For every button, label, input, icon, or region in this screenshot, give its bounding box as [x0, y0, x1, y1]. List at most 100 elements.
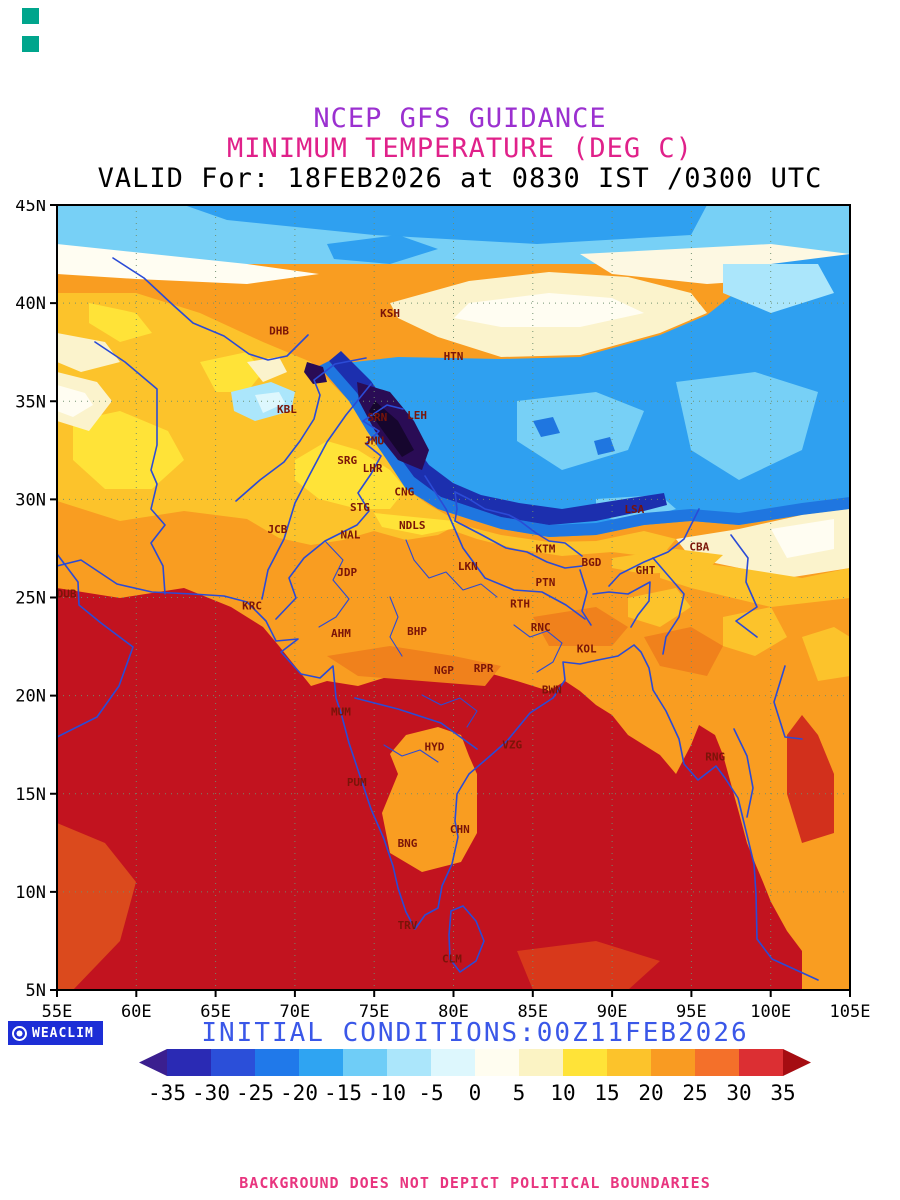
svg-text:PUM: PUM — [347, 776, 367, 789]
svg-text:100E: 100E — [750, 1002, 791, 1022]
svg-text:30N: 30N — [15, 490, 46, 510]
river-mekong — [773, 665, 803, 740]
svg-text:JCB: JCB — [268, 523, 288, 536]
svg-text:70E: 70E — [280, 1002, 311, 1022]
disclaimer-text: BACKGROUND DOES NOT DEPICT POLITICAL BOU… — [239, 1174, 711, 1192]
coastline-sri-lanka — [448, 905, 485, 973]
svg-text:BWN: BWN — [542, 684, 562, 697]
svg-text:80E: 80E — [438, 1002, 469, 1022]
svg-text:RPR: RPR — [474, 662, 494, 675]
svg-text:JMU: JMU — [364, 435, 384, 448]
svg-text:HTN: HTN — [444, 350, 464, 363]
map-plot: KSH HTN DHB KBL SRN LEH JMU SRG LHR CNG STG NDLS NAL… — [15, 200, 870, 1022]
svg-text:RNG: RNG — [705, 750, 725, 763]
chart-title: NCEP GFS GUIDANCE — [313, 103, 607, 134]
svg-text:CBA: CBA — [689, 540, 709, 553]
state-lines-5 — [421, 694, 478, 728]
svg-text:DUB: DUB — [57, 588, 77, 601]
state-lines-4 — [513, 624, 563, 673]
svg-text:105E: 105E — [830, 1002, 871, 1022]
svg-text:AHM: AHM — [331, 627, 351, 640]
coastline-arabia — [57, 553, 134, 738]
svg-text:HYD: HYD — [425, 741, 445, 754]
svg-text:SRG: SRG — [337, 454, 357, 467]
svg-text:CNG: CNG — [394, 486, 414, 499]
axis-layer: 5N 10N 15N 20N 25N 30N 35N 40N 45N 55E 60E 65E 70E 75… — [15, 200, 870, 1022]
svg-text:NAL: NAL — [340, 529, 360, 542]
svg-text:LHR: LHR — [363, 462, 383, 475]
weaclim-logo: WEACLIM — [8, 1021, 103, 1045]
river-godavari — [354, 697, 478, 750]
svg-text:KSH: KSH — [380, 307, 400, 320]
svg-text:MUM: MUM — [331, 705, 351, 718]
temperature-map: KSH HTN DHB KBL SRN LEH JMU SRG LHR CNG STG NDLS NAL… — [15, 200, 870, 1022]
svg-text:PTN: PTN — [536, 576, 556, 589]
svg-text:95E: 95E — [676, 1002, 707, 1022]
svg-text:VZG: VZG — [502, 739, 522, 752]
border-bangladesh-east — [592, 581, 651, 628]
river-ganga — [424, 475, 586, 620]
weaclim-logo-text: WEACLIM — [32, 1025, 94, 1041]
border-pak-india — [275, 404, 404, 620]
svg-text:90E: 90E — [597, 1002, 628, 1022]
weaclim-logo-icon — [12, 1025, 27, 1041]
svg-text:85E: 85E — [517, 1002, 548, 1022]
svg-text:NDLS: NDLS — [399, 519, 426, 532]
svg-text:CLM: CLM — [442, 953, 462, 966]
svg-text:BNG: BNG — [398, 837, 418, 850]
deco-square-bottom — [22, 36, 39, 52]
svg-text:75E: 75E — [359, 1002, 390, 1022]
svg-text:KBL: KBL — [277, 403, 297, 416]
svg-text:KRC: KRC — [242, 599, 262, 612]
colorbar-swatches — [139, 1049, 811, 1076]
svg-text:LSA: LSA — [624, 503, 644, 516]
svg-text:SRN: SRN — [367, 411, 387, 424]
colorbar-tick-labels: -35 -30 -25 -20 -15 -10 -5 0 5 10 15 20 25 30 35 — [148, 1081, 796, 1105]
svg-text:GHT: GHT — [635, 564, 655, 577]
valid-time-title: VALID For: 18FEB2026 at 0830 IST /0300 U… — [97, 163, 823, 194]
svg-text:NGP: NGP — [434, 664, 454, 677]
svg-text:LKN: LKN — [458, 560, 478, 573]
svg-text:KTM: KTM — [536, 542, 556, 555]
river-indus — [261, 383, 372, 600]
svg-text:CHN: CHN — [450, 823, 470, 836]
border-china-myanmar — [730, 534, 758, 638]
border-iran — [94, 341, 166, 595]
svg-text:35N: 35N — [15, 392, 46, 412]
svg-text:15N: 15N — [15, 785, 46, 805]
svg-text:RNC: RNC — [531, 621, 551, 634]
boundary-lines-layer — [57, 257, 819, 981]
svg-text:10N: 10N — [15, 883, 46, 903]
svg-text:25N: 25N — [15, 589, 46, 609]
coastline-india-myanmar — [57, 559, 819, 981]
river-amu-darya — [112, 257, 309, 361]
svg-text:60E: 60E — [121, 1002, 152, 1022]
initial-conditions-text: INITIAL CONDITIONS:00Z11FEB2026 — [201, 1018, 749, 1048]
state-lines-3 — [389, 596, 403, 657]
border-nepal-north — [454, 491, 583, 557]
state-lines-1 — [318, 540, 350, 628]
svg-text:STG: STG — [350, 501, 370, 514]
border-nepal-west — [454, 491, 458, 522]
svg-text:5N: 5N — [26, 981, 46, 1001]
svg-text:65E: 65E — [200, 1002, 231, 1022]
svg-text:RTH: RTH — [510, 597, 530, 610]
border-afghan-pak — [235, 357, 367, 502]
border-bangladesh-west — [579, 569, 592, 626]
svg-text:45N: 45N — [15, 200, 46, 216]
border-thai-myanmar — [733, 728, 754, 818]
svg-text:KOL: KOL — [577, 643, 597, 656]
border-nepal-south — [454, 520, 583, 569]
svg-text:BHP: BHP — [407, 625, 427, 638]
chart-variable-title: MINIMUM TEMPERATURE (DEG C) — [227, 133, 693, 164]
svg-text:20N: 20N — [15, 687, 46, 707]
svg-text:BGD: BGD — [582, 556, 602, 569]
state-lines-6 — [383, 744, 439, 763]
border-india-myanmar — [652, 557, 685, 655]
svg-text:TRV: TRV — [398, 919, 418, 932]
svg-text:55E: 55E — [42, 1002, 73, 1022]
svg-text:LEH: LEH — [407, 409, 427, 422]
state-lines-2 — [405, 539, 498, 598]
svg-text:40N: 40N — [15, 294, 46, 314]
station-labels-layer: KSH HTN DHB KBL SRN LEH JMU SRG LHR CNG STG NDLS NAL… — [57, 307, 726, 966]
